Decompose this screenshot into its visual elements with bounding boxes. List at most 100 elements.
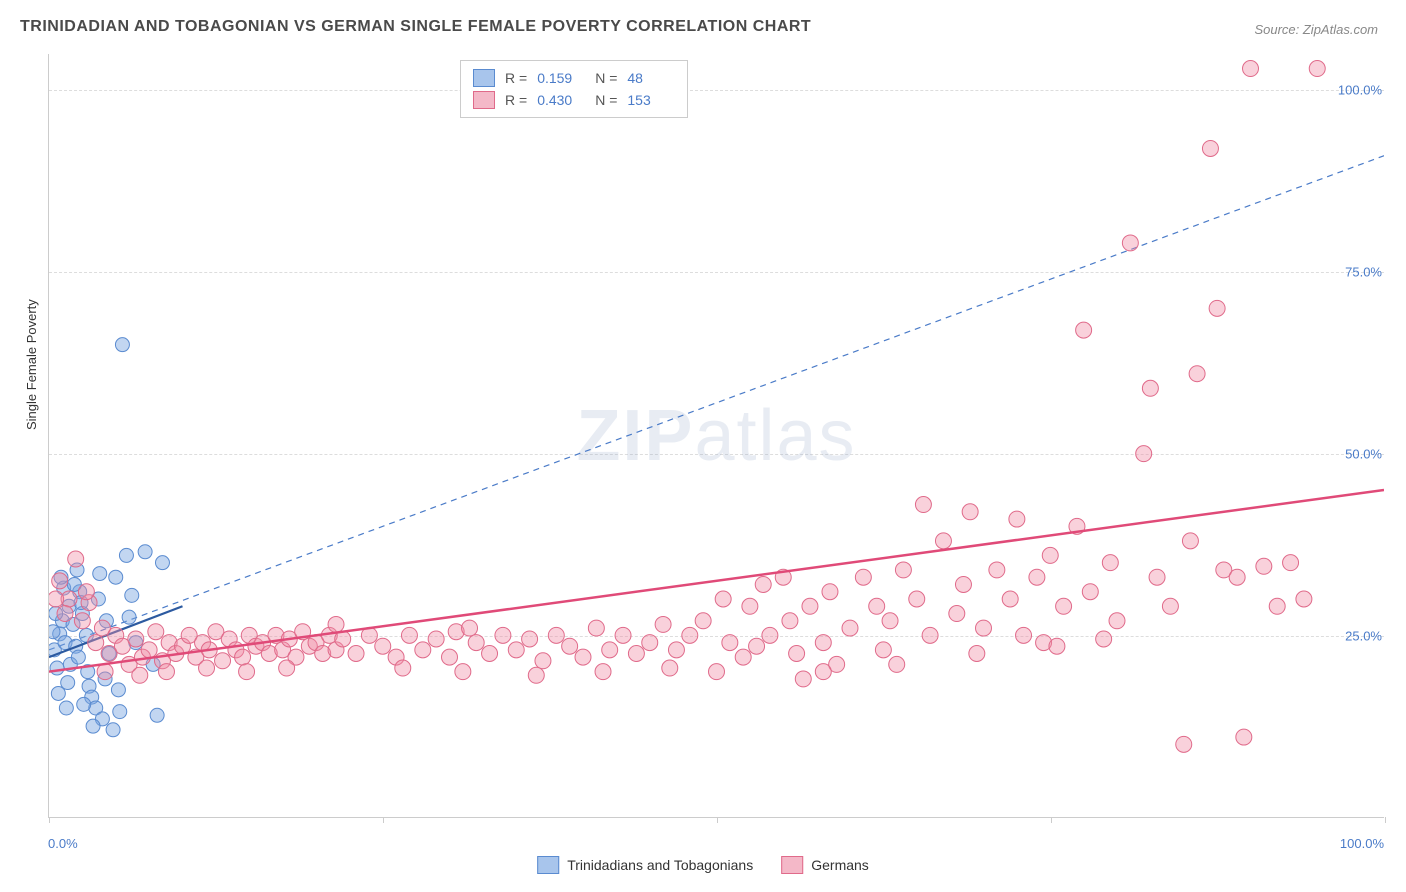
data-point bbox=[682, 627, 698, 643]
data-point bbox=[93, 567, 107, 581]
chart-svg bbox=[49, 54, 1384, 817]
data-point bbox=[1209, 300, 1225, 316]
n-value: 153 bbox=[627, 92, 675, 108]
data-point bbox=[215, 653, 231, 669]
data-point bbox=[588, 620, 604, 636]
y-axis-label: Single Female Poverty bbox=[24, 299, 39, 430]
data-point bbox=[1109, 613, 1125, 629]
n-label: N = bbox=[595, 70, 617, 86]
data-point bbox=[655, 616, 671, 632]
data-point bbox=[57, 606, 73, 622]
x-tick bbox=[383, 817, 384, 823]
data-point bbox=[328, 616, 344, 632]
data-point bbox=[1016, 627, 1032, 643]
data-point bbox=[1256, 558, 1272, 574]
data-point bbox=[148, 624, 164, 640]
data-point bbox=[52, 573, 68, 589]
legend-top: R =0.159N =48R =0.430N =153 bbox=[460, 60, 688, 118]
data-point bbox=[128, 631, 144, 647]
data-point bbox=[1042, 547, 1058, 563]
data-point bbox=[1002, 591, 1018, 607]
data-point bbox=[762, 627, 778, 643]
data-point bbox=[1076, 322, 1092, 338]
data-point bbox=[642, 635, 658, 651]
data-point bbox=[1029, 569, 1045, 585]
x-tick-label: 100.0% bbox=[1340, 836, 1384, 851]
data-point bbox=[795, 671, 811, 687]
r-value: 0.430 bbox=[537, 92, 585, 108]
data-point bbox=[749, 638, 765, 654]
data-point bbox=[855, 569, 871, 585]
n-value: 48 bbox=[627, 70, 675, 86]
data-point bbox=[628, 646, 644, 662]
data-point bbox=[949, 606, 965, 622]
data-point bbox=[115, 338, 129, 352]
data-point bbox=[1056, 598, 1072, 614]
legend-swatch bbox=[537, 856, 559, 874]
legend-top-row: R =0.159N =48 bbox=[473, 67, 675, 89]
data-point bbox=[111, 683, 125, 697]
legend-label: Trinidadians and Tobagonians bbox=[567, 857, 753, 873]
data-point bbox=[989, 562, 1005, 578]
data-point bbox=[889, 656, 905, 672]
data-point bbox=[1096, 631, 1112, 647]
data-point bbox=[138, 545, 152, 559]
data-point bbox=[1009, 511, 1025, 527]
data-point bbox=[482, 646, 498, 662]
data-point bbox=[1243, 61, 1259, 77]
data-point bbox=[155, 556, 169, 570]
n-label: N = bbox=[595, 92, 617, 108]
data-point bbox=[1049, 638, 1065, 654]
data-point bbox=[735, 649, 751, 665]
data-point bbox=[955, 576, 971, 592]
data-point bbox=[562, 638, 578, 654]
data-point bbox=[88, 635, 104, 651]
data-point bbox=[106, 723, 120, 737]
data-point bbox=[1102, 555, 1118, 571]
data-point bbox=[1309, 61, 1325, 77]
data-point bbox=[815, 664, 831, 680]
data-point bbox=[150, 708, 164, 722]
data-point bbox=[755, 576, 771, 592]
legend-bottom-item: Trinidadians and Tobagonians bbox=[537, 856, 753, 874]
reference-line bbox=[49, 156, 1384, 650]
data-point bbox=[882, 613, 898, 629]
data-point bbox=[962, 504, 978, 520]
data-point bbox=[1136, 446, 1152, 462]
data-point bbox=[695, 613, 711, 629]
data-point bbox=[199, 660, 215, 676]
data-point bbox=[119, 548, 133, 562]
data-point bbox=[74, 613, 90, 629]
data-point bbox=[415, 642, 431, 658]
data-point bbox=[113, 705, 127, 719]
data-point bbox=[71, 650, 85, 664]
data-point bbox=[1122, 235, 1138, 251]
data-point bbox=[508, 642, 524, 658]
data-point bbox=[915, 497, 931, 513]
data-point bbox=[1283, 555, 1299, 571]
data-point bbox=[50, 661, 64, 675]
data-point bbox=[715, 591, 731, 607]
data-point bbox=[662, 660, 678, 676]
data-point bbox=[68, 551, 84, 567]
data-point bbox=[395, 660, 411, 676]
data-point bbox=[1202, 140, 1218, 156]
data-point bbox=[909, 591, 925, 607]
data-point bbox=[442, 649, 458, 665]
data-point bbox=[239, 664, 255, 680]
data-point bbox=[125, 588, 139, 602]
data-point bbox=[668, 642, 684, 658]
x-tick bbox=[717, 817, 718, 823]
data-point bbox=[1189, 366, 1205, 382]
data-point bbox=[455, 664, 471, 680]
x-tick bbox=[1385, 817, 1386, 823]
data-point bbox=[132, 667, 148, 683]
data-point bbox=[1162, 598, 1178, 614]
data-point bbox=[602, 642, 618, 658]
data-point bbox=[495, 627, 511, 643]
data-point bbox=[279, 660, 295, 676]
legend-label: Germans bbox=[811, 857, 869, 873]
data-point bbox=[109, 570, 123, 584]
data-point bbox=[77, 697, 91, 711]
legend-top-row: R =0.430N =153 bbox=[473, 89, 675, 111]
